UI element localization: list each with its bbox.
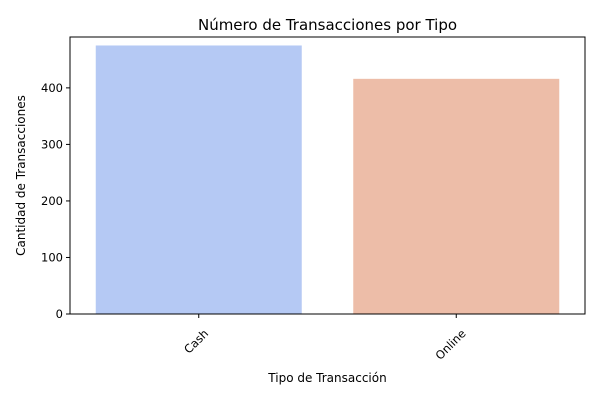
y-tick-label-0: 0 xyxy=(56,307,63,321)
y-axis-ticks: 0 100 200 300 400 xyxy=(41,81,70,321)
bars-group xyxy=(95,45,560,315)
y-tick-label-200: 200 xyxy=(41,194,63,208)
y-tick-label-300: 300 xyxy=(41,137,63,151)
x-axis-label: Tipo de Transacción xyxy=(267,371,386,385)
plot-frame xyxy=(69,36,586,315)
bar-cash xyxy=(95,45,302,315)
bar-online xyxy=(353,78,560,315)
y-tick-label-400: 400 xyxy=(41,81,63,95)
x-tick-label-cash: Cash xyxy=(181,326,211,356)
chart-title: Número de Transacciones por Tipo xyxy=(198,16,457,34)
y-axis-label: Cantidad de Transacciones xyxy=(14,95,28,256)
y-tick-label-100: 100 xyxy=(41,250,63,264)
x-axis-ticks: Cash Online xyxy=(181,314,469,363)
x-tick-label-online: Online xyxy=(432,326,468,362)
